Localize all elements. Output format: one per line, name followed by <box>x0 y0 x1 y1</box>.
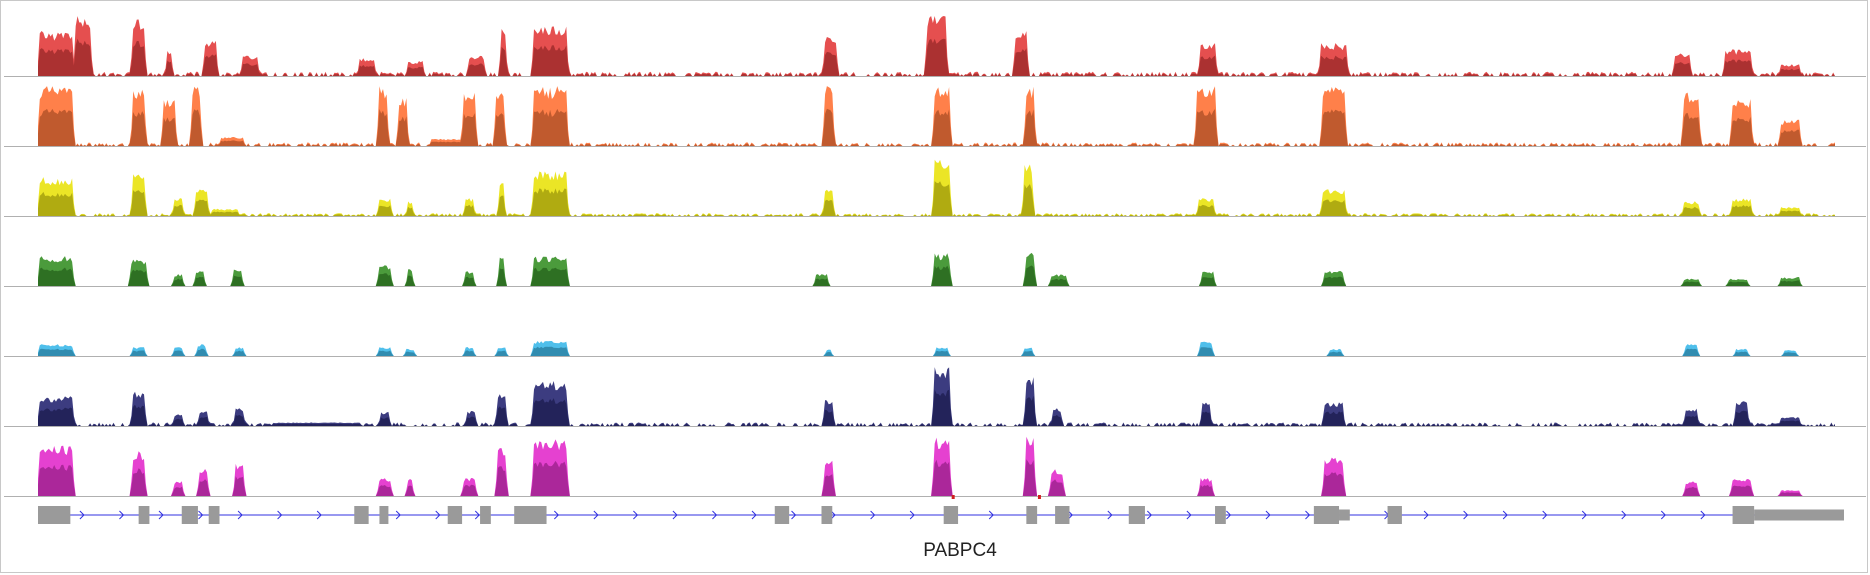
exon-block[interactable] <box>774 506 790 524</box>
exon-block[interactable] <box>514 506 547 524</box>
strand-chevron <box>1621 510 1627 520</box>
exon-block[interactable] <box>943 506 959 524</box>
exon-block[interactable] <box>1313 506 1340 524</box>
strand-chevron <box>1305 510 1311 520</box>
strand-chevron <box>277 510 283 520</box>
signal-track <box>4 341 1866 357</box>
gene-name-label: PABPC4 <box>923 540 997 561</box>
exon-block[interactable] <box>379 506 389 524</box>
strand-chevron <box>1265 510 1271 520</box>
exon-block[interactable] <box>38 506 71 524</box>
strand-chevron <box>158 510 164 520</box>
exon-block[interactable] <box>480 506 491 524</box>
exon-block[interactable] <box>1055 506 1070 524</box>
strand-chevron <box>909 510 915 520</box>
exon-block[interactable] <box>821 506 833 524</box>
strand-chevron <box>1502 510 1508 520</box>
strand-chevron <box>672 510 678 520</box>
signal-track <box>4 16 1866 77</box>
strand-chevron <box>237 510 243 520</box>
strand-chevron <box>435 510 441 520</box>
strand-chevron <box>1700 510 1706 520</box>
exon-block[interactable] <box>208 506 220 524</box>
strand-chevron <box>751 510 757 520</box>
exon-block[interactable] <box>447 506 463 524</box>
exon-block[interactable] <box>1754 509 1844 521</box>
strand-chevron <box>79 510 85 520</box>
signal-track <box>4 367 1866 427</box>
exon-block[interactable] <box>181 506 198 524</box>
strand-chevron <box>593 510 599 520</box>
strand-chevron <box>1067 510 1073 520</box>
exon-block[interactable] <box>1732 506 1755 524</box>
gene-model[interactable] <box>38 495 1844 524</box>
strand-chevron <box>1542 510 1548 520</box>
strand-chevron <box>1423 510 1429 520</box>
signal-track <box>4 86 1866 147</box>
exon-block[interactable] <box>354 506 369 524</box>
strand-chevron <box>316 510 322 520</box>
strand-chevron <box>553 510 560 520</box>
exon-block[interactable] <box>1128 506 1145 524</box>
strand-chevron <box>988 510 994 520</box>
coverage-area-inner <box>38 38 1835 76</box>
site-marker <box>1037 495 1041 499</box>
exon-block[interactable] <box>138 506 150 524</box>
exon-block[interactable] <box>1215 506 1226 524</box>
strand-chevron <box>633 510 639 520</box>
coverage-area-inner <box>38 346 1835 356</box>
strand-chevron <box>712 510 718 520</box>
coverage-area <box>38 341 1835 356</box>
signal-track <box>4 159 1866 217</box>
coverage-area-inner <box>38 181 1835 216</box>
strand-chevron <box>1146 510 1153 520</box>
coverage-area-inner <box>38 389 1835 426</box>
coverage-area-inner <box>38 459 1835 496</box>
strand-chevron <box>395 510 401 520</box>
exon-block[interactable] <box>1026 506 1038 524</box>
strand-chevron <box>474 510 480 520</box>
signal-track <box>4 252 1866 287</box>
site-marker <box>951 495 955 499</box>
exon-block[interactable] <box>1387 506 1402 524</box>
signal-track <box>4 436 1866 497</box>
strand-chevron <box>830 510 836 520</box>
strand-chevron <box>870 510 876 520</box>
coverage-area-inner <box>38 265 1835 286</box>
strand-chevron <box>1463 510 1469 520</box>
strand-chevron <box>198 510 204 520</box>
strand-chevron <box>1107 510 1113 520</box>
signal-tracks <box>4 16 1866 497</box>
strand-chevron <box>1186 510 1192 520</box>
strand-chevron <box>791 510 797 520</box>
strand-chevron <box>1660 510 1666 520</box>
coverage-area-inner <box>38 108 1835 146</box>
strand-chevron <box>1581 510 1587 520</box>
strand-chevron <box>119 510 125 520</box>
strand-chevron <box>1226 510 1232 520</box>
exon-block[interactable] <box>1339 509 1350 521</box>
